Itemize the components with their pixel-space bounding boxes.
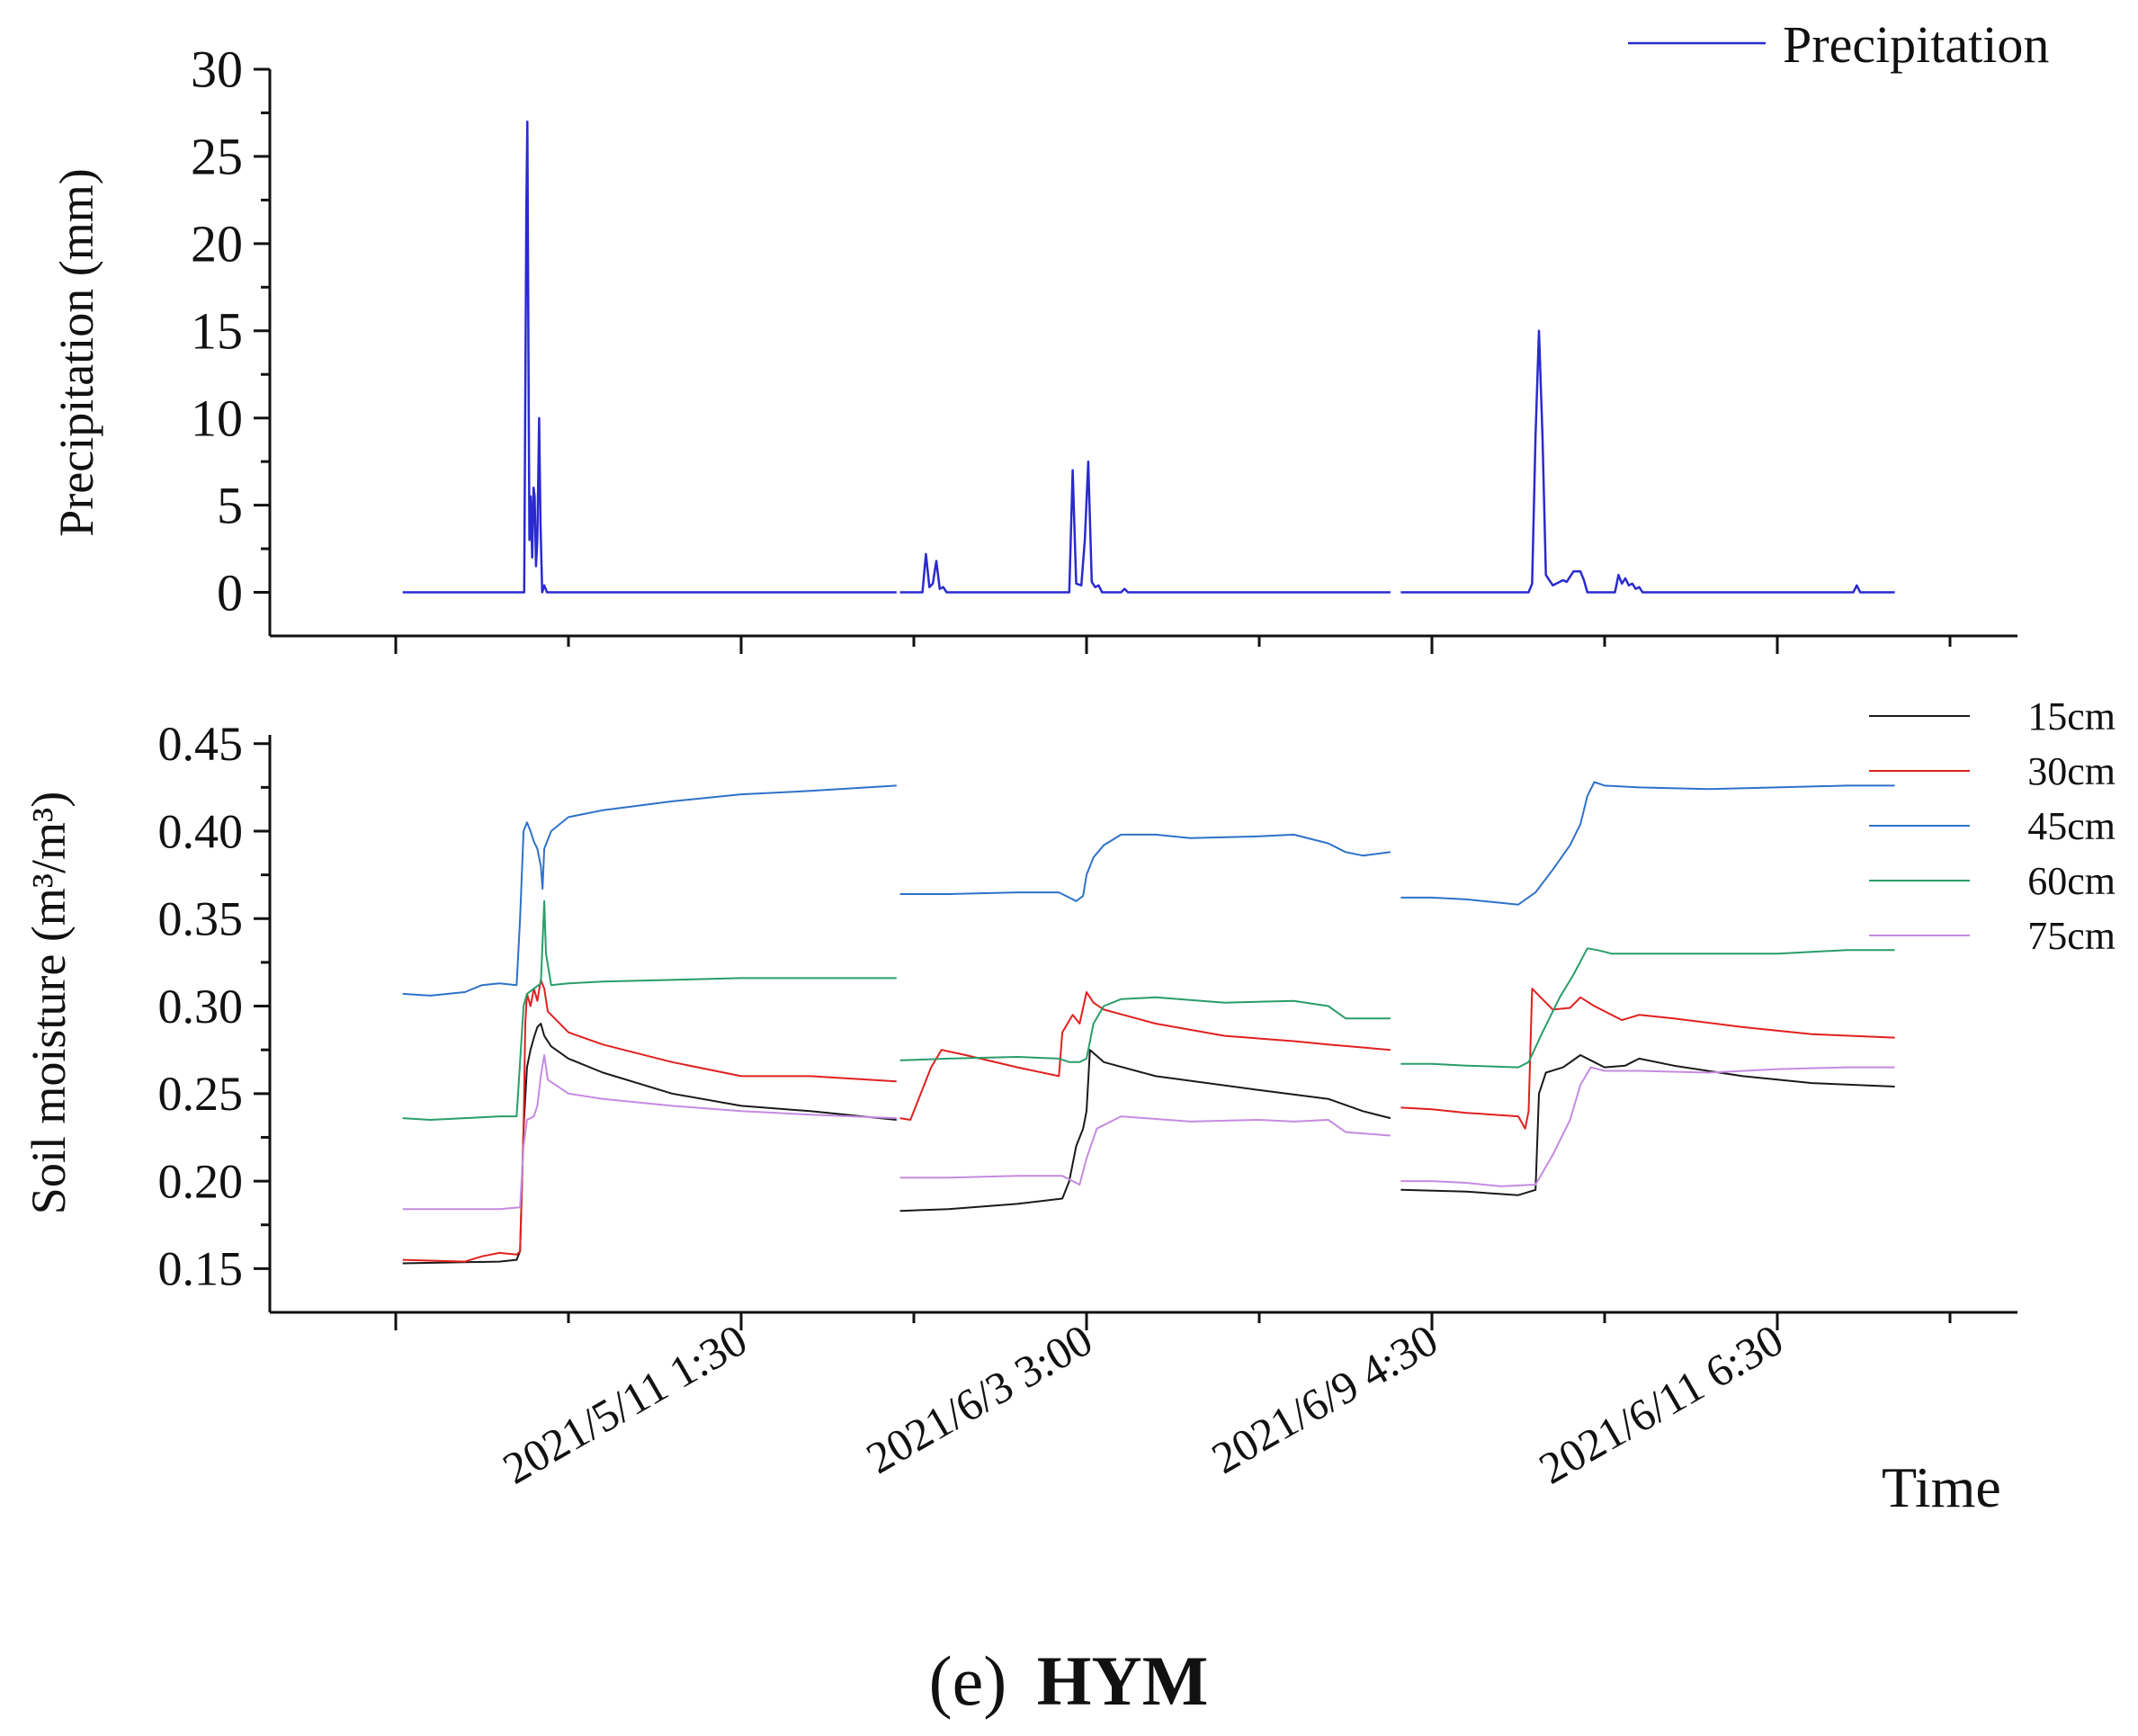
precipitation-panel: 0 5 10 15 20 25 30 Precipitation (mm) Precipit…	[49, 15, 2049, 654]
soil-y-tick-label: 0.35	[158, 892, 244, 946]
legend-label-60cm: 60cm	[2027, 859, 2116, 903]
soil-y-ticks: 0.15 0.20 0.25 0.30 0.35 0.40 0.45	[158, 717, 270, 1296]
precip-legend: Precipitation	[1628, 15, 2049, 74]
caption-prefix: (e)	[929, 1642, 1007, 1720]
soil-x-tick-label: 2021/6/3 3:00	[858, 1314, 1101, 1483]
series-line-60cm	[1400, 947, 1895, 1069]
series-line-60cm	[402, 899, 897, 1121]
soil-y-tick-label: 0.20	[158, 1154, 244, 1208]
legend-label-precipitation: Precipitation	[1783, 15, 2049, 74]
time-axis-label: Time	[1882, 1455, 2001, 1519]
legend-label-30cm: 30cm	[2027, 749, 2116, 793]
series-line-precipitation	[899, 460, 1391, 594]
soil-moisture-panel: 0.15 0.20 0.25 0.30 0.35 0.40 0.45 2021/5/11 1…	[22, 694, 2116, 1519]
soil-x-tick-label: 2021/5/11 1:30	[495, 1314, 756, 1494]
precip-y-tick-label: 15	[191, 301, 243, 360]
precip-y-ticks: 0 5 10 15 20 25 30	[191, 40, 270, 622]
series-line-15cm	[1400, 1054, 1895, 1196]
soil-series-lines	[402, 781, 1895, 1265]
series-line-75cm	[1400, 1066, 1895, 1187]
precip-series-lines	[402, 120, 1895, 594]
soil-y-tick-label: 0.15	[158, 1242, 244, 1296]
series-line-30cm	[402, 979, 897, 1263]
precip-y-tick-label: 25	[191, 128, 243, 186]
series-line-precipitation	[1400, 329, 1895, 594]
caption-name: HYM	[1037, 1642, 1209, 1720]
precip-y-tick-label: 30	[191, 40, 243, 99]
series-line-75cm	[402, 1054, 897, 1211]
series-line-15cm	[402, 1023, 897, 1265]
precip-y-tick-label: 0	[217, 563, 243, 622]
precip-y-tick-label: 20	[191, 215, 243, 273]
soil-y-axis-label-text: Soil moisture (m³/m³)	[22, 792, 76, 1214]
precip-x-ticks	[394, 636, 1952, 654]
soil-y-tick-label: 0.30	[158, 980, 244, 1034]
series-line-30cm	[1400, 988, 1895, 1130]
figure-caption: (e) HYM	[929, 1642, 1209, 1720]
series-line-45cm	[899, 833, 1391, 902]
soil-x-ticks: 2021/5/11 1:30 2021/6/3 3:00 2021/6/9 4:30…	[394, 1312, 1952, 1494]
legend-label-75cm: 75cm	[2027, 914, 2116, 958]
precip-y-tick-label: 10	[191, 389, 243, 447]
series-line-precipitation	[402, 120, 897, 594]
legend-label-15cm: 15cm	[2027, 694, 2116, 738]
soil-legend: 15cm 30cm 45cm 60cm 75cm	[1869, 694, 2116, 958]
soil-y-axis-label: Soil moisture (m³/m³)	[22, 792, 76, 1214]
soil-y-tick-label: 0.40	[158, 804, 244, 858]
series-line-75cm	[899, 1115, 1391, 1186]
series-line-15cm	[899, 1049, 1391, 1213]
series-line-60cm	[899, 996, 1391, 1063]
precip-y-tick-label: 5	[217, 476, 243, 534]
legend-label-45cm: 45cm	[2027, 804, 2116, 848]
soil-y-tick-label: 0.25	[158, 1067, 244, 1121]
series-line-30cm	[899, 991, 1391, 1121]
series-line-45cm	[402, 784, 897, 997]
soil-y-tick-label: 0.45	[158, 717, 244, 771]
series-line-45cm	[1400, 781, 1895, 906]
soil-x-tick-label: 2021/6/11 6:30	[1531, 1314, 1792, 1494]
soil-x-tick-label: 2021/6/9 4:30	[1203, 1314, 1446, 1483]
precip-y-axis-label: Precipitation (mm)	[49, 168, 103, 536]
